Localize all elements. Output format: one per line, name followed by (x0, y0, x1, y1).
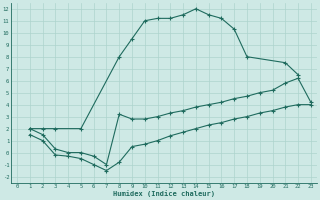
X-axis label: Humidex (Indice chaleur): Humidex (Indice chaleur) (113, 190, 215, 197)
